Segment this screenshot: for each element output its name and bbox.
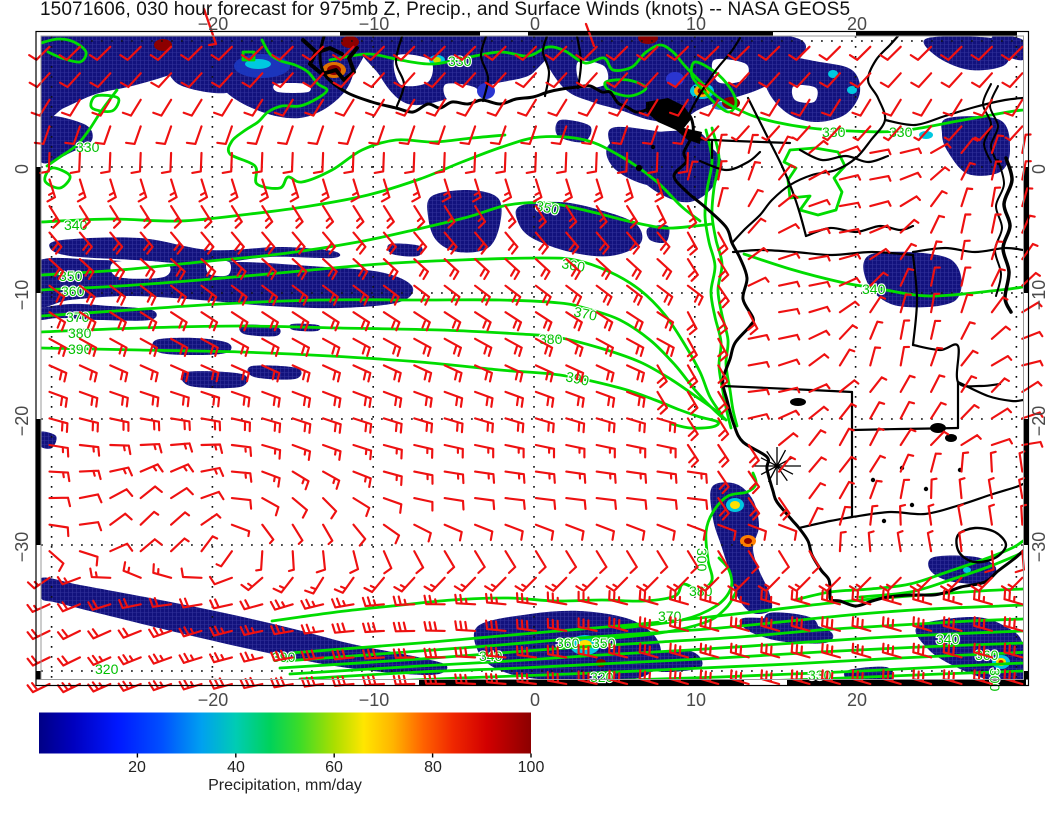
svg-text:320: 320 [95, 661, 119, 677]
svg-text:40: 40 [227, 759, 245, 776]
svg-text:100: 100 [518, 759, 545, 776]
svg-text:60: 60 [325, 759, 343, 776]
svg-text:370: 370 [66, 309, 90, 325]
svg-text:Precipitation, mm/day: Precipitation, mm/day [208, 777, 362, 794]
svg-text:−10: −10 [1029, 280, 1049, 311]
svg-text:15071606, 030 hour forecast fo: 15071606, 030 hour forecast for 975mb Z,… [40, 0, 850, 20]
svg-text:−20: −20 [198, 690, 229, 710]
svg-text:340: 340 [64, 217, 88, 233]
svg-text:330: 330 [76, 139, 100, 155]
svg-text:−30: −30 [12, 532, 32, 563]
svg-text:390: 390 [68, 341, 92, 357]
svg-text:360: 360 [556, 635, 580, 651]
svg-text:340: 340 [862, 281, 886, 297]
svg-text:0: 0 [1029, 164, 1049, 174]
svg-text:20: 20 [128, 759, 146, 776]
svg-text:20: 20 [847, 690, 867, 710]
svg-text:−10: −10 [12, 280, 32, 311]
svg-text:−30: −30 [1029, 532, 1049, 563]
svg-text:−20: −20 [12, 406, 32, 437]
svg-text:330: 330 [889, 124, 913, 140]
svg-text:−20: −20 [198, 14, 229, 34]
svg-text:330: 330 [448, 53, 472, 69]
svg-text:0: 0 [530, 14, 540, 34]
svg-text:10: 10 [686, 690, 706, 710]
svg-text:10: 10 [686, 14, 706, 34]
svg-text:320: 320 [590, 669, 614, 685]
svg-text:350: 350 [59, 268, 83, 284]
svg-text:80: 80 [424, 759, 442, 776]
svg-text:20: 20 [847, 14, 867, 34]
svg-text:−10: −10 [359, 690, 390, 710]
svg-text:0: 0 [530, 690, 540, 710]
svg-text:380: 380 [68, 325, 92, 341]
svg-text:−20: −20 [1029, 406, 1049, 437]
svg-text:−10: −10 [359, 14, 390, 34]
svg-text:350: 350 [592, 635, 616, 651]
svg-text:340: 340 [936, 631, 960, 647]
svg-text:0: 0 [12, 164, 32, 174]
svg-text:380: 380 [539, 331, 563, 347]
